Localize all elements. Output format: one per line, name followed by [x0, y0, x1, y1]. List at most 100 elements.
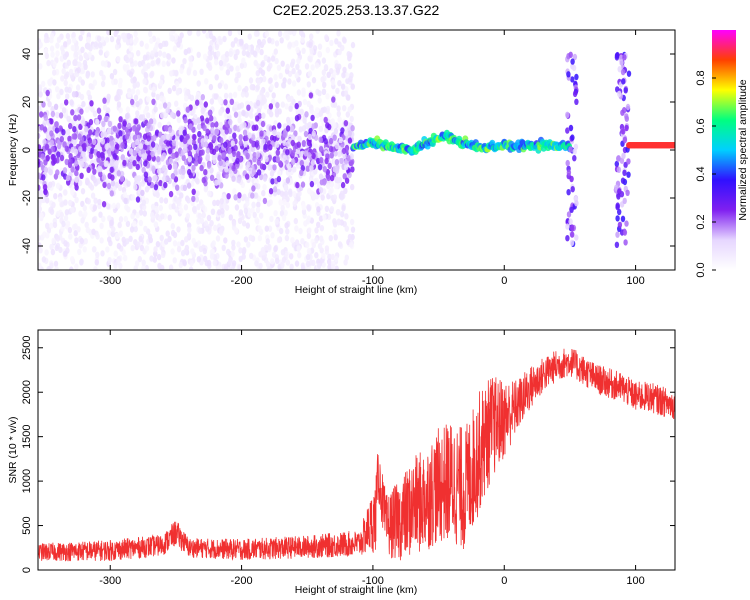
heat-cell — [191, 195, 196, 203]
heat-cell — [285, 154, 290, 161]
heat-cell — [274, 111, 280, 118]
heat-cell — [227, 30, 233, 37]
heat-cell — [347, 62, 353, 70]
heat-cell — [570, 186, 575, 193]
heat-cell — [256, 107, 262, 115]
heat-cell — [87, 94, 93, 101]
heat-cell — [570, 58, 575, 65]
heat-cell — [342, 37, 347, 44]
heat-cell — [150, 70, 155, 78]
heat-cell — [270, 258, 275, 265]
heat-cell — [276, 64, 282, 72]
heat-cell — [321, 57, 327, 64]
heat-cell — [262, 184, 267, 191]
heat-cell — [329, 206, 335, 213]
heat-cell — [322, 166, 327, 173]
heat-cell — [285, 201, 291, 209]
heat-cell — [626, 158, 631, 165]
heat-cell — [251, 168, 257, 175]
heat-cell — [171, 57, 176, 64]
x-tick-label: 100 — [626, 275, 644, 287]
heat-cell — [185, 213, 190, 220]
heat-cell — [120, 142, 125, 149]
heat-cell — [118, 230, 124, 237]
heat-cell — [98, 41, 103, 49]
heat-cell — [344, 225, 349, 232]
heat-cell — [63, 99, 69, 106]
heat-cell — [133, 30, 138, 38]
heat-cell — [277, 30, 283, 37]
heat-cell — [79, 108, 84, 115]
heat-cell — [247, 132, 252, 139]
heat-cell — [191, 188, 196, 195]
heat-cell — [64, 145, 70, 152]
heat-cell — [78, 146, 83, 153]
heat-cell — [224, 51, 230, 58]
heat-cell — [341, 72, 346, 79]
heat-cell — [617, 66, 622, 73]
heat-cell — [252, 211, 257, 219]
heat-cell — [128, 162, 133, 170]
heat-cell — [143, 71, 148, 79]
heat-cell — [307, 227, 312, 234]
heat-cell — [208, 54, 213, 61]
heat-cell — [98, 170, 103, 178]
heat-cell — [238, 255, 243, 263]
heat-cell — [50, 248, 56, 256]
heat-cell — [284, 234, 290, 242]
heat-cell — [126, 32, 131, 40]
heat-cell — [240, 194, 246, 202]
heat-cell — [209, 174, 215, 181]
heat-cell — [109, 159, 114, 166]
heat-cell — [169, 111, 175, 118]
heat-cell — [303, 130, 309, 138]
heat-cell — [152, 134, 157, 142]
heat-cell — [148, 30, 153, 38]
heat-cell — [56, 36, 62, 43]
heat-cell — [626, 171, 631, 178]
heat-cell — [279, 227, 284, 235]
heat-cell — [264, 135, 269, 142]
heat-cell — [309, 48, 314, 55]
heat-cell — [280, 60, 285, 67]
heat-cell — [82, 59, 88, 67]
heat-cell — [295, 46, 300, 54]
heat-cell — [180, 239, 185, 247]
heat-cell — [218, 98, 223, 105]
heat-cell — [118, 89, 123, 96]
heat-cell — [73, 50, 79, 58]
y-tick-label: 1500 — [21, 424, 33, 448]
heat-cell — [264, 225, 269, 232]
heat-cell — [217, 209, 222, 216]
heat-cell — [291, 158, 296, 165]
heat-cell — [146, 112, 151, 119]
heat-cell — [176, 199, 182, 207]
heat-cell — [217, 154, 222, 162]
heat-cell — [38, 41, 43, 49]
heat-cell — [299, 30, 304, 36]
heat-cell — [332, 134, 337, 141]
heat-cell — [568, 146, 573, 153]
heat-cell — [183, 117, 188, 124]
heat-cell — [307, 133, 312, 140]
heat-cell — [188, 266, 194, 270]
heat-cell — [208, 32, 214, 39]
heat-cell — [235, 162, 240, 169]
heat-cell — [149, 255, 154, 262]
heat-cell — [305, 253, 311, 261]
heat-cell — [100, 138, 106, 145]
heat-cell — [158, 204, 163, 212]
heat-cell — [265, 238, 270, 245]
heat-cell — [143, 171, 149, 178]
heat-cell — [223, 141, 228, 148]
heat-cell — [228, 258, 233, 265]
heat-cell — [38, 63, 43, 70]
heat-cell — [238, 247, 243, 254]
heat-cell — [186, 182, 192, 189]
heat-cell — [166, 140, 171, 147]
heat-cell — [142, 78, 147, 85]
heat-cell — [247, 211, 252, 218]
heat-cell — [172, 231, 178, 239]
heat-cell — [170, 223, 175, 230]
heat-cell — [625, 103, 631, 111]
